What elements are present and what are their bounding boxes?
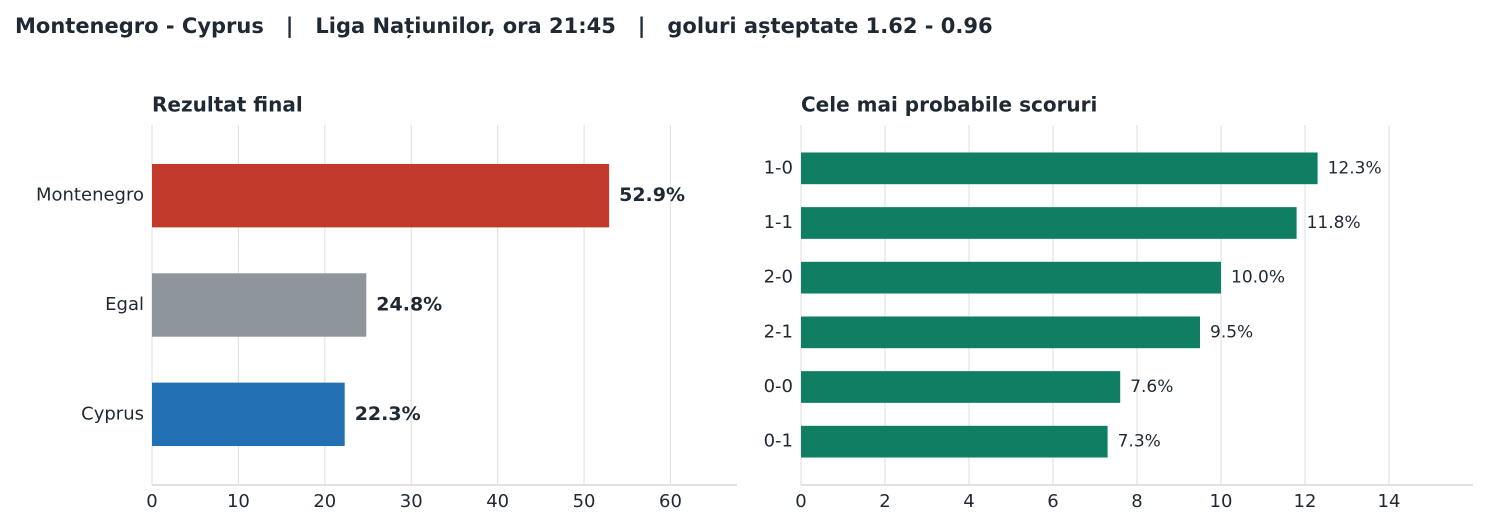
value-label: 52.9% [619, 184, 685, 206]
bar [152, 382, 345, 447]
y-tick-label: Egal [105, 294, 144, 315]
y-tick-label: Cyprus [81, 403, 144, 424]
chart-subtitle: Rezultat final [152, 93, 303, 117]
y-tick-label: Montenegro [36, 185, 144, 206]
y-tick-label: 1-0 [764, 157, 793, 178]
x-tick-label: 30 [400, 491, 423, 512]
x-tick-label: 10 [1210, 491, 1233, 512]
x-tick-label: 2 [879, 491, 890, 512]
value-label: 9.5% [1210, 322, 1253, 342]
x-tick-label: 50 [573, 491, 596, 512]
x-tick-label: 6 [1047, 491, 1058, 512]
x-tick-label: 8 [1131, 491, 1142, 512]
x-tick-label: 0 [795, 491, 806, 512]
x-tick-label: 40 [486, 491, 509, 512]
x-tick-label: 4 [963, 491, 974, 512]
value-label: 7.6% [1130, 377, 1173, 397]
y-tick-label: 2-1 [764, 321, 793, 342]
x-tick-label: 60 [659, 491, 682, 512]
value-label: 24.8% [376, 294, 442, 316]
bar [801, 425, 1108, 458]
y-tick-label: 0-1 [764, 431, 793, 452]
value-label: 22.3% [355, 403, 421, 425]
bar [152, 273, 367, 337]
bar [801, 316, 1200, 349]
x-tick-label: 20 [313, 491, 336, 512]
x-tick-label: 0 [146, 491, 157, 512]
bar [801, 207, 1297, 239]
x-tick-label: 10 [227, 491, 250, 512]
x-tick-label: 12 [1294, 491, 1317, 512]
y-tick-label: 2-0 [764, 267, 793, 288]
value-label: 12.3% [1328, 158, 1382, 178]
bar [801, 261, 1221, 294]
value-label: 7.3% [1118, 432, 1161, 452]
value-label: 10.0% [1231, 268, 1285, 288]
page-title: Montenegro - Cyprus | Liga Națiunilor, o… [15, 14, 993, 39]
value-label: 11.8% [1307, 213, 1361, 233]
bar [152, 163, 610, 228]
x-tick-label: 14 [1378, 491, 1401, 512]
bar [801, 371, 1121, 403]
y-tick-label: 1-1 [764, 212, 793, 233]
bar [801, 152, 1318, 185]
chart-subtitle: Cele mai probabile scoruri [801, 93, 1097, 117]
y-tick-label: 0-0 [764, 376, 793, 397]
